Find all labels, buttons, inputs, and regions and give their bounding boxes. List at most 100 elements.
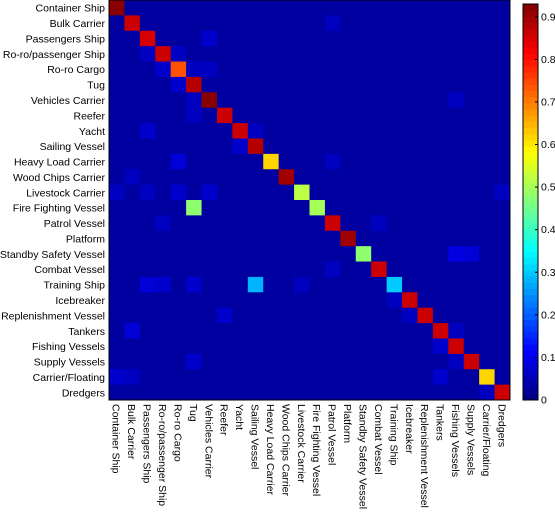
heatmap-cell bbox=[463, 323, 480, 339]
heatmap-cell bbox=[432, 107, 449, 124]
heatmap-cell bbox=[340, 153, 357, 170]
heatmap-cell bbox=[324, 107, 341, 124]
heatmap-cell bbox=[294, 92, 310, 109]
heatmap-cell bbox=[170, 92, 187, 109]
heatmap-cell bbox=[324, 184, 341, 201]
heatmap-cell bbox=[278, 246, 295, 262]
x-tick-label: Sailing Vessel bbox=[249, 404, 261, 469]
colorbar-segment bbox=[523, 96, 538, 104]
colorbar-segment bbox=[523, 288, 538, 296]
heatmap-cell bbox=[170, 76, 187, 93]
heatmap-cell bbox=[371, 292, 388, 309]
heatmap-cell bbox=[463, 138, 480, 155]
colorbar-segment bbox=[523, 276, 538, 283]
heatmap-cell bbox=[494, 15, 511, 32]
heatmap-cell bbox=[216, 338, 233, 355]
heatmap-cell bbox=[340, 369, 357, 386]
heatmap-cell bbox=[170, 230, 187, 247]
colorbar-segment bbox=[523, 127, 538, 135]
heatmap-cell bbox=[432, 353, 449, 370]
heatmap-cell bbox=[494, 292, 511, 309]
heatmap-cell bbox=[139, 276, 156, 293]
heatmap-cell bbox=[324, 92, 341, 109]
heatmap-cell bbox=[386, 46, 403, 62]
heatmap-cell bbox=[386, 323, 403, 339]
heatmap-cell bbox=[324, 338, 341, 355]
heatmap-cell bbox=[278, 92, 295, 109]
heatmap-cell bbox=[417, 107, 434, 124]
heatmap-cell bbox=[479, 15, 495, 32]
heatmap-cell bbox=[263, 61, 280, 78]
colorbar-segment bbox=[523, 338, 538, 345]
heatmap-cell bbox=[432, 0, 449, 16]
heatmap-cell bbox=[371, 184, 388, 201]
heatmap-cell bbox=[186, 0, 202, 16]
heatmap-cell bbox=[139, 384, 156, 401]
x-tick-label: Tug bbox=[187, 404, 199, 422]
heatmap-cell bbox=[355, 153, 372, 170]
colorbar-segment bbox=[523, 53, 538, 61]
heatmap-cell bbox=[109, 323, 125, 339]
heatmap-cell bbox=[463, 169, 480, 186]
heatmap-cell bbox=[371, 338, 388, 355]
x-tick-label: Standby Safety Vessel bbox=[356, 404, 368, 509]
heatmap-cell bbox=[417, 384, 434, 401]
heatmap-cell bbox=[432, 15, 449, 32]
colorbar-segment bbox=[523, 350, 538, 358]
heatmap-cell bbox=[201, 292, 218, 309]
colorbar-segment bbox=[523, 10, 538, 17]
heatmap-cell bbox=[479, 138, 495, 155]
heatmap-cell bbox=[201, 15, 218, 32]
heatmap-cell bbox=[216, 184, 233, 201]
heatmap-cell bbox=[402, 46, 418, 62]
heatmap-cell bbox=[186, 384, 202, 401]
heatmap-cell bbox=[155, 292, 172, 309]
heatmap-cell bbox=[170, 261, 187, 278]
heatmap-cell bbox=[232, 246, 249, 262]
heatmap-cell bbox=[309, 384, 326, 401]
heatmap-cell bbox=[186, 307, 202, 324]
heatmap-cell bbox=[155, 338, 172, 355]
x-tick-label: Reefer bbox=[218, 404, 230, 436]
heatmap-cell bbox=[479, 184, 495, 201]
heatmap-cell bbox=[355, 307, 372, 324]
heatmap-cell bbox=[355, 123, 372, 139]
heatmap-cell bbox=[186, 107, 202, 124]
heatmap-cell bbox=[139, 338, 156, 355]
heatmap-cell bbox=[278, 61, 295, 78]
heatmap-cell bbox=[216, 200, 233, 216]
heatmap-cell bbox=[448, 323, 465, 339]
heatmap-cell bbox=[432, 215, 449, 232]
heatmap-cell bbox=[232, 215, 249, 232]
heatmap-cell bbox=[340, 230, 357, 247]
heatmap-cell bbox=[432, 384, 449, 401]
heatmap-cell bbox=[340, 353, 357, 370]
heatmap-cell bbox=[371, 123, 388, 139]
heatmap-cell bbox=[417, 261, 434, 278]
heatmap-cell bbox=[232, 338, 249, 355]
heatmap-cell bbox=[386, 61, 403, 78]
heatmap-cell bbox=[386, 384, 403, 401]
heatmap-cell bbox=[494, 153, 511, 170]
heatmap-cell bbox=[263, 215, 280, 232]
heatmap-cell bbox=[494, 307, 511, 324]
heatmap-cell bbox=[278, 292, 295, 309]
heatmap-cell bbox=[155, 323, 172, 339]
heatmap-cell bbox=[124, 184, 141, 201]
heatmap-cell bbox=[386, 276, 403, 293]
heatmap-cell bbox=[124, 46, 141, 62]
heatmap-cell bbox=[139, 200, 156, 216]
heatmap-cell bbox=[402, 200, 418, 216]
heatmap-cell bbox=[170, 169, 187, 186]
heatmap-cell bbox=[355, 215, 372, 232]
heatmap-cell bbox=[340, 15, 357, 32]
heatmap-cell bbox=[216, 384, 233, 401]
heatmap-cell bbox=[278, 276, 295, 293]
heatmap-cell bbox=[402, 261, 418, 278]
heatmap-cell bbox=[109, 107, 125, 124]
heatmap-cell bbox=[170, 292, 187, 309]
heatmap-cell bbox=[201, 0, 218, 16]
heatmap-cell bbox=[186, 123, 202, 139]
heatmap-cell bbox=[109, 384, 125, 401]
heatmap-cell bbox=[247, 215, 264, 232]
